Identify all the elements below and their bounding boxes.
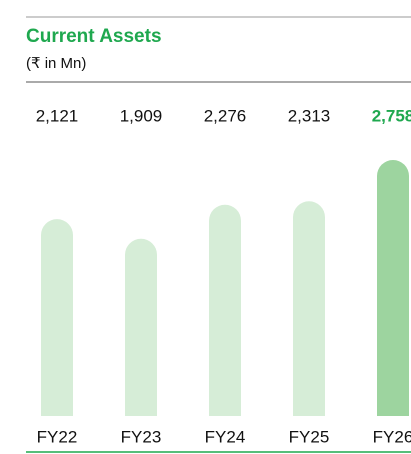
chart-subtitle: (₹ in Mn) xyxy=(26,55,86,72)
value-label: 2,313 xyxy=(288,106,331,125)
x-tick-label: FY23 xyxy=(121,427,162,446)
bar xyxy=(293,201,325,416)
value-label: 2,758 xyxy=(372,106,411,125)
x-tick-label: FY26 xyxy=(373,427,411,446)
bar xyxy=(377,160,409,416)
x-tick-label: FY25 xyxy=(289,427,330,446)
x-tick-label: FY24 xyxy=(205,427,246,446)
bar xyxy=(125,238,157,416)
chart-title: Current Assets xyxy=(26,26,162,47)
value-label: 2,121 xyxy=(36,106,79,125)
value-label: 1,909 xyxy=(120,106,163,125)
x-tick-label: FY22 xyxy=(37,427,78,446)
bar xyxy=(41,219,73,416)
bar xyxy=(209,204,241,416)
value-label: 2,276 xyxy=(204,106,247,125)
